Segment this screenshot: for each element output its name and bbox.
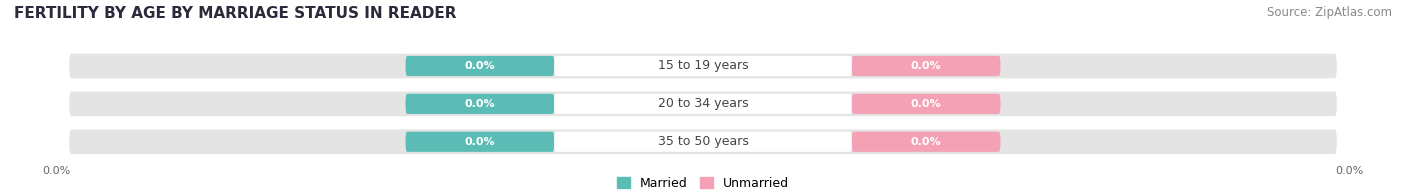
FancyBboxPatch shape <box>405 94 554 114</box>
Text: 0.0%: 0.0% <box>464 137 495 147</box>
Text: FERTILITY BY AGE BY MARRIAGE STATUS IN READER: FERTILITY BY AGE BY MARRIAGE STATUS IN R… <box>14 6 457 21</box>
FancyBboxPatch shape <box>405 132 554 152</box>
Legend: Married, Unmarried: Married, Unmarried <box>617 177 789 190</box>
Text: 0.0%: 0.0% <box>911 137 942 147</box>
Text: 0.0%: 0.0% <box>911 61 942 71</box>
FancyBboxPatch shape <box>69 130 1337 154</box>
FancyBboxPatch shape <box>554 132 852 152</box>
FancyBboxPatch shape <box>69 92 1337 116</box>
FancyBboxPatch shape <box>554 56 852 76</box>
FancyBboxPatch shape <box>554 94 852 114</box>
Text: Source: ZipAtlas.com: Source: ZipAtlas.com <box>1267 6 1392 19</box>
FancyBboxPatch shape <box>852 94 1001 114</box>
Text: 0.0%: 0.0% <box>464 99 495 109</box>
Text: 0.0%: 0.0% <box>911 99 942 109</box>
FancyBboxPatch shape <box>852 56 1001 76</box>
Text: 35 to 50 years: 35 to 50 years <box>658 135 748 148</box>
FancyBboxPatch shape <box>852 132 1001 152</box>
Text: 0.0%: 0.0% <box>464 61 495 71</box>
FancyBboxPatch shape <box>69 54 1337 78</box>
Text: 15 to 19 years: 15 to 19 years <box>658 60 748 73</box>
Text: 20 to 34 years: 20 to 34 years <box>658 97 748 110</box>
FancyBboxPatch shape <box>405 56 554 76</box>
